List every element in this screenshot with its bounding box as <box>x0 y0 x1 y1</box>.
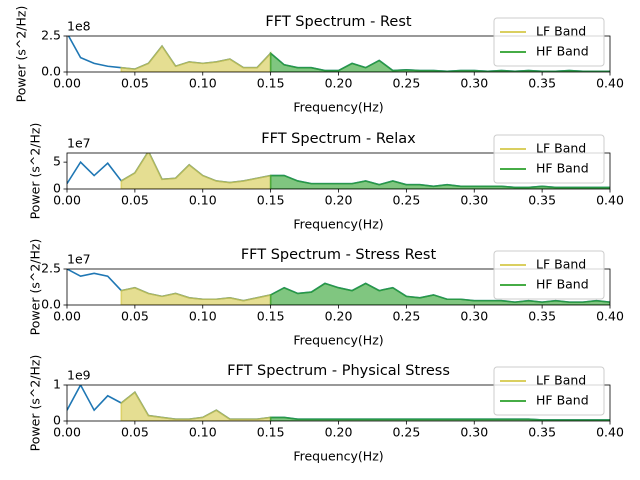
x-tick-label: 0.30 <box>460 193 488 208</box>
x-tick-label: 0.05 <box>121 425 149 440</box>
band-fill <box>269 51 610 72</box>
legend-box <box>493 134 605 184</box>
legend-box <box>493 17 605 67</box>
x-tick-label: 0.40 <box>596 193 624 208</box>
x-tick-label: 0.15 <box>257 425 285 440</box>
legend-label: HF Band <box>536 277 589 292</box>
x-tick-label: 0.20 <box>325 76 353 91</box>
x-tick-label: 0.00 <box>53 193 81 208</box>
y-tick-label: 2.5 <box>41 28 61 43</box>
x-tick-label: 0.05 <box>121 193 149 208</box>
x-tick-label: 0.40 <box>596 76 624 91</box>
x-tick-label: 0.10 <box>189 76 217 91</box>
x-tick-label: 0.25 <box>392 76 420 91</box>
subplot: 0.00 0.05 0.10 0.15 0.20 0.25 0.30 0.35 0.40 0.0 2… <box>14 6 624 115</box>
x-axis-label: Frequency(Hz) <box>293 333 383 348</box>
x-tick-label: 0.00 <box>53 76 81 91</box>
x-tick-label: 0.25 <box>392 309 420 324</box>
x-tick-label: 0.30 <box>460 425 488 440</box>
y-tick-label: 0 <box>53 181 61 196</box>
subplot: 0.00 0.05 0.10 0.15 0.20 0.25 0.30 0.35 0.40 0 1 1e… <box>28 355 624 464</box>
x-tick-label: 0.20 <box>325 193 353 208</box>
subplot: 0.00 0.05 0.10 0.15 0.20 0.25 0.30 0.35 0.40 0 5 1e… <box>28 123 624 232</box>
x-tick-label: 0.00 <box>53 425 81 440</box>
y-tick-label: 1 <box>53 377 61 392</box>
legend-label: LF Band <box>536 141 586 156</box>
y-tick-label: 0.0 <box>41 64 61 79</box>
legend-label: LF Band <box>536 24 586 39</box>
band-fill <box>120 44 272 72</box>
x-tick-label: 0.40 <box>596 425 624 440</box>
legend-label: LF Band <box>536 373 586 388</box>
chart-title: FFT Spectrum - Physical Stress <box>227 363 450 379</box>
chart-title: FFT Spectrum - Rest <box>265 14 412 30</box>
y-offset-label: 1e9 <box>67 368 91 383</box>
x-tick-label: 0.15 <box>257 76 285 91</box>
x-tick-label: 0.30 <box>460 309 488 324</box>
band-fill <box>269 416 610 421</box>
x-tick-label: 0.05 <box>121 76 149 91</box>
x-tick-label: 0.20 <box>325 309 353 324</box>
chart-title: FFT Spectrum - Relax <box>261 131 416 147</box>
legend-label: LF Band <box>536 257 586 272</box>
x-tick-label: 0.15 <box>257 309 285 324</box>
legend-label: HF Band <box>536 44 589 59</box>
x-axis-label: Frequency(Hz) <box>293 217 383 232</box>
band-fill <box>120 153 272 189</box>
x-tick-label: 0.10 <box>189 309 217 324</box>
chart-title: FFT Spectrum - Stress Rest <box>241 247 437 263</box>
y-offset-label: 1e8 <box>67 19 91 34</box>
subplot: 0.00 0.05 0.10 0.15 0.20 0.25 0.30 0.35 0.40 0.0 2… <box>28 239 624 348</box>
x-tick-label: 0.10 <box>189 193 217 208</box>
y-tick-label: 0 <box>53 413 61 428</box>
x-axis-label: Frequency(Hz) <box>293 449 383 464</box>
x-tick-label: 0.00 <box>53 309 81 324</box>
y-offset-label: 1e7 <box>67 252 91 267</box>
legend-box <box>493 366 605 416</box>
x-tick-label: 0.35 <box>528 76 556 91</box>
x-tick-label: 0.05 <box>121 309 149 324</box>
legend-label: HF Band <box>536 161 589 176</box>
band-fill <box>120 390 272 421</box>
x-tick-label: 0.25 <box>392 193 420 208</box>
y-offset-label: 1e7 <box>67 136 91 151</box>
y-axis-label: Power (s^2/Hz) <box>14 6 29 103</box>
band-fill <box>269 282 610 305</box>
x-tick-label: 0.10 <box>189 425 217 440</box>
legend-label: HF Band <box>536 393 589 408</box>
band-fill <box>269 174 610 189</box>
y-tick-label: 5 <box>53 154 61 169</box>
x-tick-label: 0.35 <box>528 425 556 440</box>
x-tick-label: 0.25 <box>392 425 420 440</box>
y-axis-label: Power (s^2/Hz) <box>28 355 43 452</box>
x-tick-label: 0.20 <box>325 425 353 440</box>
y-tick-label: 0.0 <box>41 297 61 312</box>
x-tick-label: 0.15 <box>257 193 285 208</box>
x-axis-label: Frequency(Hz) <box>293 100 383 115</box>
y-axis-label: Power (s^2/Hz) <box>28 239 43 336</box>
x-tick-label: 0.40 <box>596 309 624 324</box>
x-tick-label: 0.30 <box>460 76 488 91</box>
x-tick-label: 0.35 <box>528 309 556 324</box>
y-axis-label: Power (s^2/Hz) <box>28 123 43 220</box>
y-tick-label: 2.5 <box>41 261 61 276</box>
legend-box <box>493 250 605 300</box>
band-fill <box>120 286 272 305</box>
x-tick-label: 0.35 <box>528 193 556 208</box>
